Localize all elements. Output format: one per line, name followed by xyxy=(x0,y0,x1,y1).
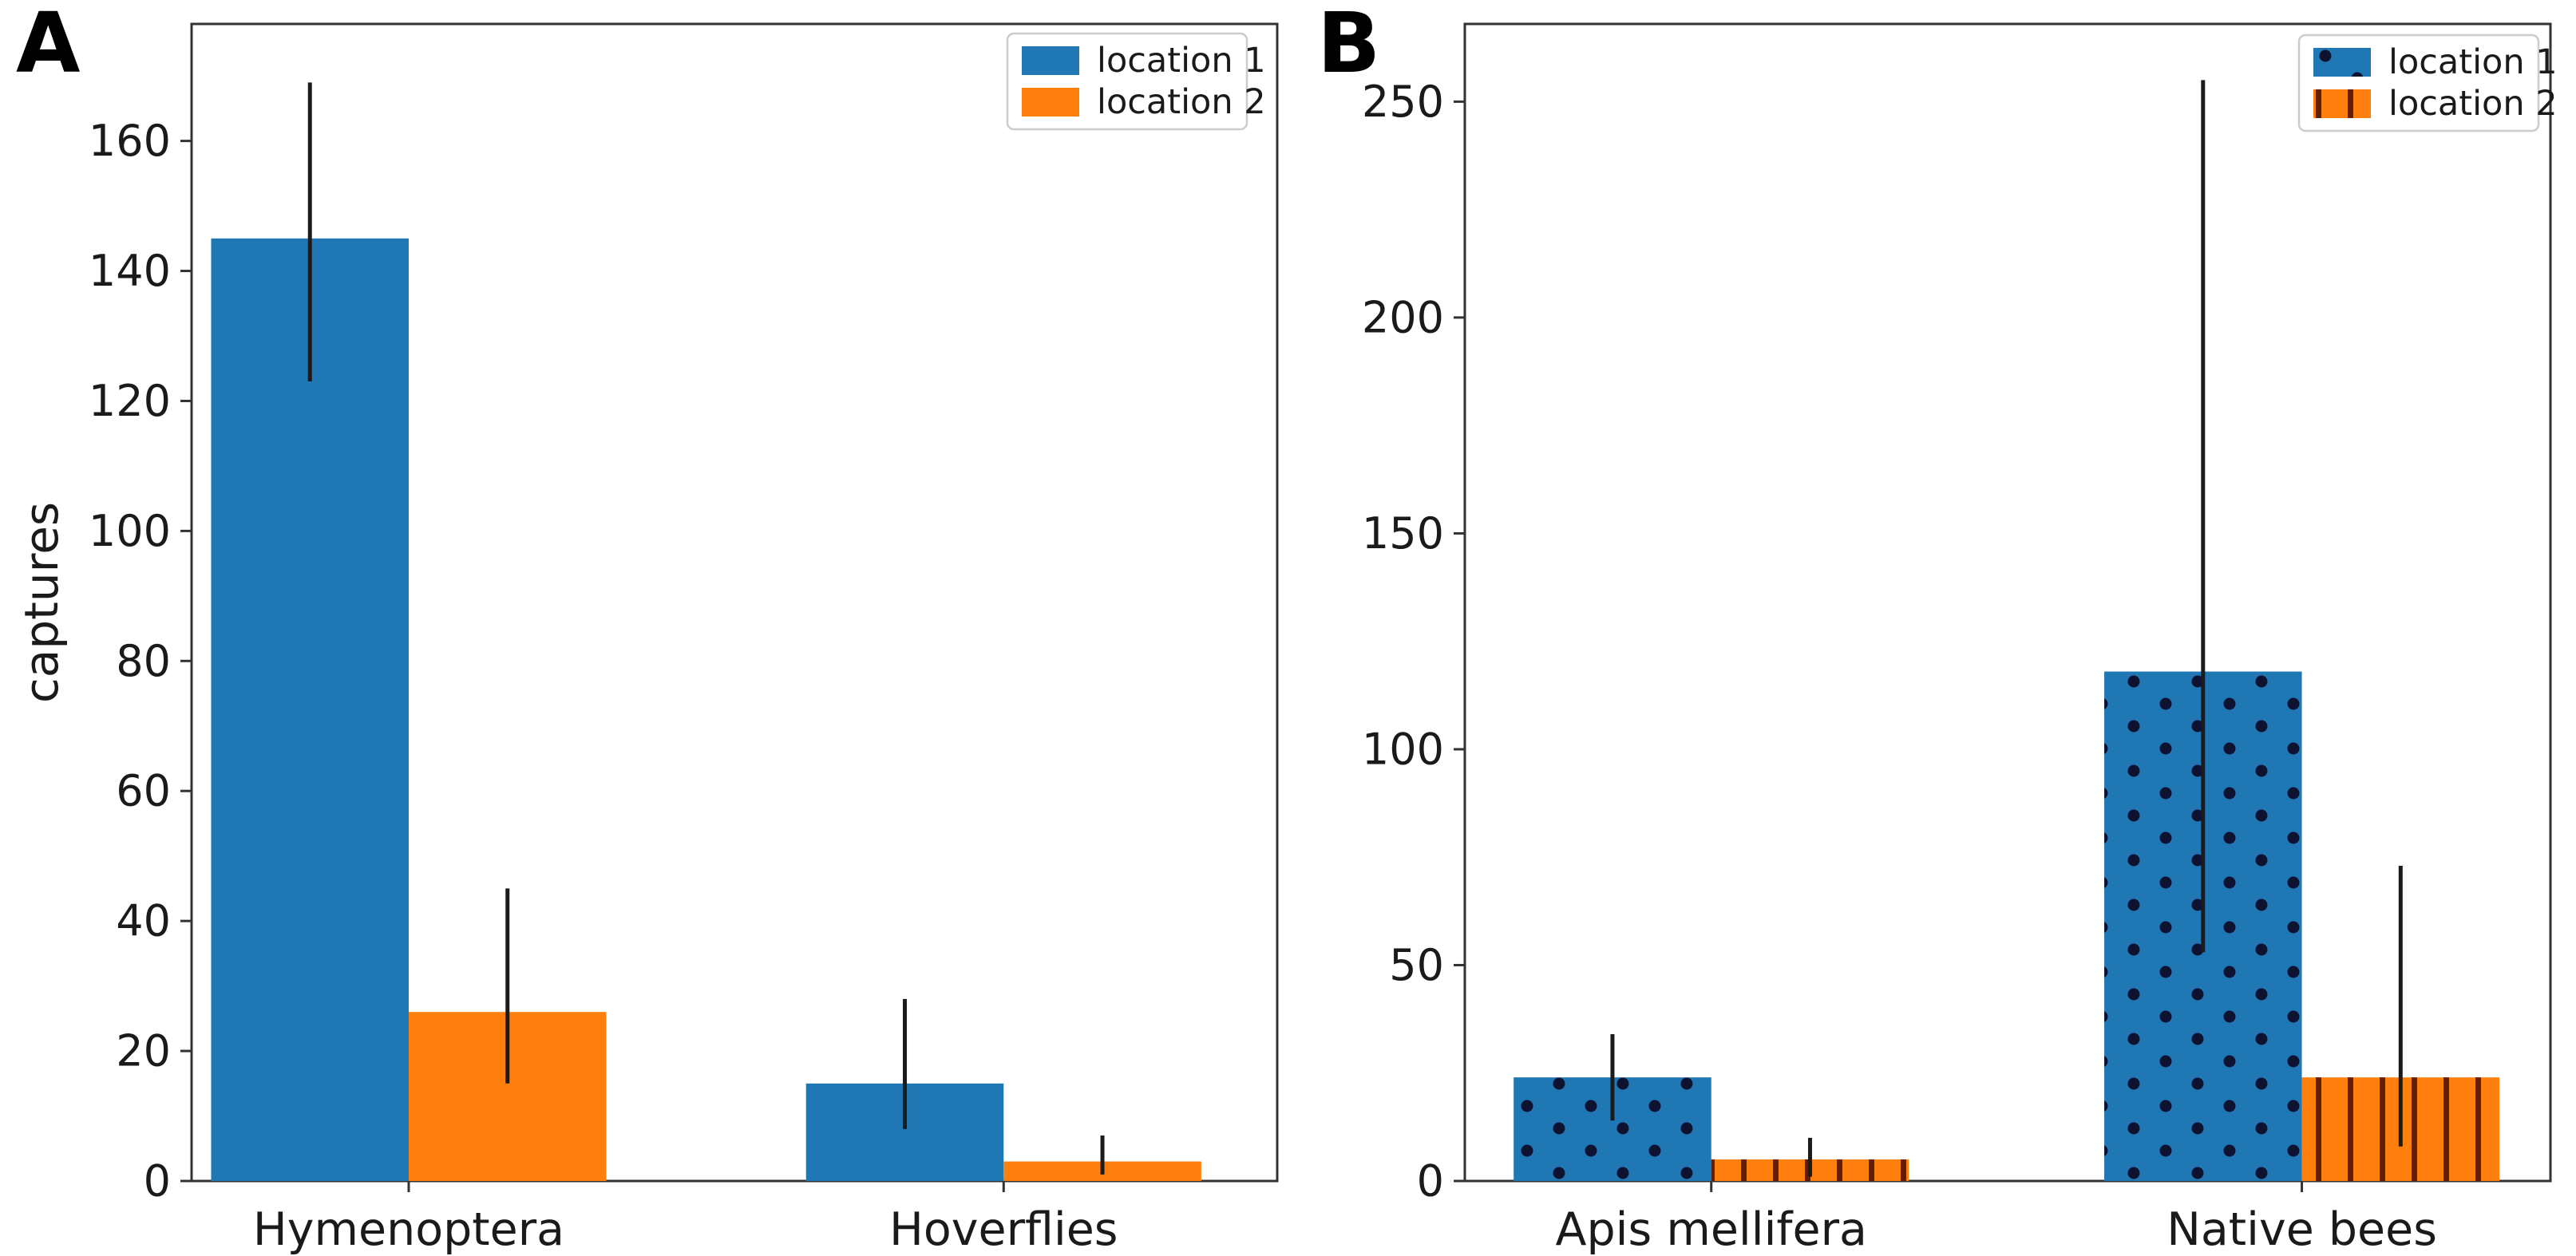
panel-a-label: A xyxy=(16,0,81,92)
legend-label-1: location 1 xyxy=(1097,41,1266,81)
y-tick-label: 160 xyxy=(89,116,171,166)
legend-swatch-hatch-1 xyxy=(2313,48,2371,77)
y-tick-label: 0 xyxy=(144,1156,171,1207)
x-tick-label: Hymenoptera xyxy=(253,1203,564,1256)
x-tick-label: Hoverflies xyxy=(889,1203,1118,1256)
y-tick-label: 250 xyxy=(1362,77,1444,127)
y-tick-label: 40 xyxy=(116,896,171,946)
panel-b-plot-frame xyxy=(1463,22,2552,1183)
y-tick-label: 100 xyxy=(89,506,171,556)
legend-swatch-hatch-2 xyxy=(2313,89,2371,118)
y-tick-label: 50 xyxy=(1389,940,1444,990)
panel-a-chart: 0 20 40 60 80 100 120 140 160 Hymenoptera Hoverfli… xyxy=(14,22,1279,1256)
legend-label-2: location 2 xyxy=(1097,82,1266,122)
y-axis-title: captures xyxy=(14,502,69,703)
legend-label-1: location 1 xyxy=(2388,42,2558,82)
y-tick-label: 120 xyxy=(89,376,171,426)
legend-label-2: location 2 xyxy=(2388,84,2558,124)
bar-location-1-hymenoptera xyxy=(211,238,409,1182)
panel-b-label: B xyxy=(1317,0,1381,92)
y-tick-label: 80 xyxy=(116,636,171,686)
legend-swatch-1 xyxy=(1022,46,1079,75)
y-tick-label: 20 xyxy=(116,1026,171,1076)
x-tick-label: Native bees xyxy=(2166,1203,2437,1256)
panel-b-chart: 0 50 100 150 200 250 Apis mellifera Native bees… xyxy=(1362,22,2558,1256)
y-tick-label: 200 xyxy=(1362,292,1444,342)
legend-swatch-2 xyxy=(1022,88,1079,117)
y-tick-label: 0 xyxy=(1417,1156,1444,1207)
panel-a-plot-frame xyxy=(190,22,1279,1183)
y-tick-label: 60 xyxy=(116,766,171,816)
y-tick-label: 150 xyxy=(1362,508,1444,559)
x-tick-label: Apis mellifera xyxy=(1556,1203,1867,1256)
y-tick-label: 100 xyxy=(1362,724,1444,774)
y-tick-label: 140 xyxy=(89,246,171,296)
